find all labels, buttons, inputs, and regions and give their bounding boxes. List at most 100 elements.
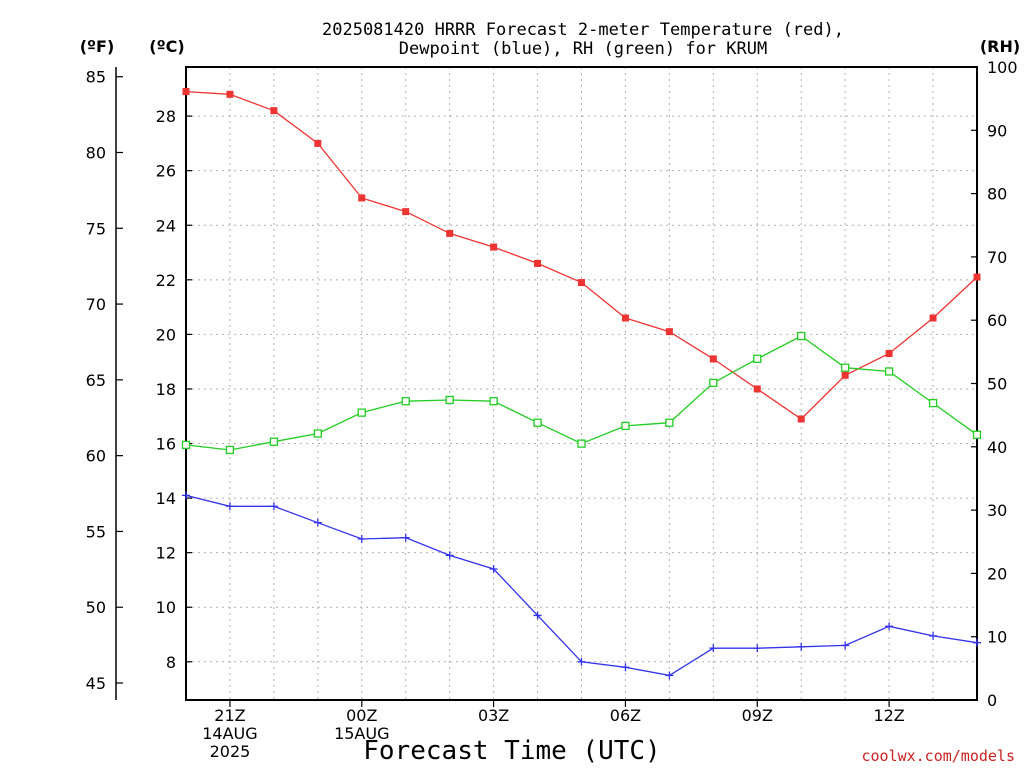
x-tick-label: 00Z [346,706,377,725]
tick-labels: 45 50 55 60 65 70 75 80 85 8 10 12 14 16 18 20 22 24 26 28 0… [86,58,1018,761]
rh-tick-label: 100 [987,58,1018,77]
temperature-point [797,415,805,423]
temperature-point [402,208,410,216]
fahrenheit-tick-label: 80 [86,143,106,162]
dewpoint-point [929,631,938,640]
temperature-point [446,229,454,237]
fahrenheit-unit-label: (ºF) [80,37,115,56]
rh-point [621,421,630,431]
dewpoint-point [577,657,586,666]
fahrenheit-tick-label: 60 [86,447,106,466]
dewpoint-point [489,565,498,574]
fahrenheit-tick-label: 65 [86,371,106,390]
rh-tick-label: 80 [987,185,1007,204]
rh-point [445,395,454,405]
chart-title-line-2: Dewpoint (blue), RH (green) for KRUM [399,39,767,59]
fahrenheit-tick-label: 55 [86,522,106,541]
dewpoint-point [182,491,190,500]
x-tick-label: 2025 [210,742,251,761]
fahrenheit-tick-label: 45 [86,674,106,693]
rh-tick-label: 40 [987,438,1007,457]
rh-tick-label: 30 [987,501,1007,520]
x-tick-label: 14AUG [202,724,257,743]
temperature-point [665,328,673,336]
rh-point [797,331,806,341]
rh-tick-label: 10 [987,628,1007,647]
x-tick-label: 21Z [214,706,245,725]
credit-label: coolwx.com/models [861,747,1015,765]
temperature-point [841,371,849,379]
rh-point [841,363,850,372]
rh-tick-label: 20 [987,564,1007,583]
rh-point [972,430,982,439]
dewpoint-point [709,644,718,653]
rh-tick-label: 70 [987,248,1007,267]
temperature-point [929,314,937,322]
celsius-tick-label: 12 [156,544,176,563]
plot-frame [185,66,978,701]
dewpoint-point [357,535,366,544]
rh-point [269,437,279,446]
temperature-point [490,243,498,251]
temperature-point [226,90,234,98]
rh-point [489,397,498,406]
rh-point [753,354,762,363]
temperature-point [753,385,761,393]
dewpoint-point [269,502,278,511]
temperature-point [885,349,893,357]
fahrenheit-tick-label: 70 [86,295,106,314]
axes [115,66,978,707]
celsius-tick-label: 24 [156,216,176,235]
dewpoint-point [797,642,806,651]
rh-point [225,445,235,455]
celsius-unit-label: (ºC) [149,37,184,56]
temperature-point [709,355,717,363]
celsius-tick-label: 28 [156,107,176,126]
rh-point [577,439,586,448]
fahrenheit-tick-label: 85 [86,68,106,87]
x-tick-label: 03Z [478,706,509,725]
temperature-point [973,273,981,281]
rh-unit-label: (RH) [980,37,1020,56]
grid-lines [186,67,977,700]
chart-title: 2025081420 HRRR Forecast 2-meter Tempera… [322,20,844,59]
rh-tick-label: 60 [987,311,1007,330]
dewpoint-point [533,611,542,620]
dewpoint-point [973,638,981,647]
dewpoint-point [621,663,630,672]
rh-tick-label: 90 [987,121,1007,140]
rh-point [357,408,366,417]
x-tick-label: 15AUG [334,724,389,743]
rh-point [401,397,410,406]
temperature-point [534,259,542,267]
rh-tick-label: 0 [987,691,997,710]
rh-point [928,398,938,408]
x-tick-label: 12Z [873,706,904,725]
dewpoint-point [445,551,454,560]
celsius-tick-label: 10 [156,598,176,617]
temperature-point [314,139,322,147]
x-tick-label: 06Z [610,706,641,725]
dewpoint-point [885,622,894,631]
fahrenheit-tick-label: 75 [86,219,106,238]
celsius-tick-label: 8 [166,653,176,672]
temperature-point [621,314,629,322]
chart-title-line-1: 2025081420 HRRR Forecast 2-meter Tempera… [322,20,844,40]
temperature-point [182,88,190,96]
rh-point [665,418,674,427]
rh-point [181,440,191,450]
dewpoint-point [225,502,234,511]
dewpoint-point [313,518,322,527]
celsius-tick-label: 16 [156,435,176,454]
dewpoint-point [401,533,410,542]
rh-point [533,418,542,427]
celsius-tick-label: 20 [156,325,176,344]
temperature-point [578,279,585,287]
rh-point [313,429,322,438]
x-axis-label: Forecast Time (UTC) [363,736,660,766]
rh-point [709,378,718,388]
rh-point [884,367,894,376]
dewpoint-point [841,641,850,650]
dewpoint-point [753,644,762,653]
